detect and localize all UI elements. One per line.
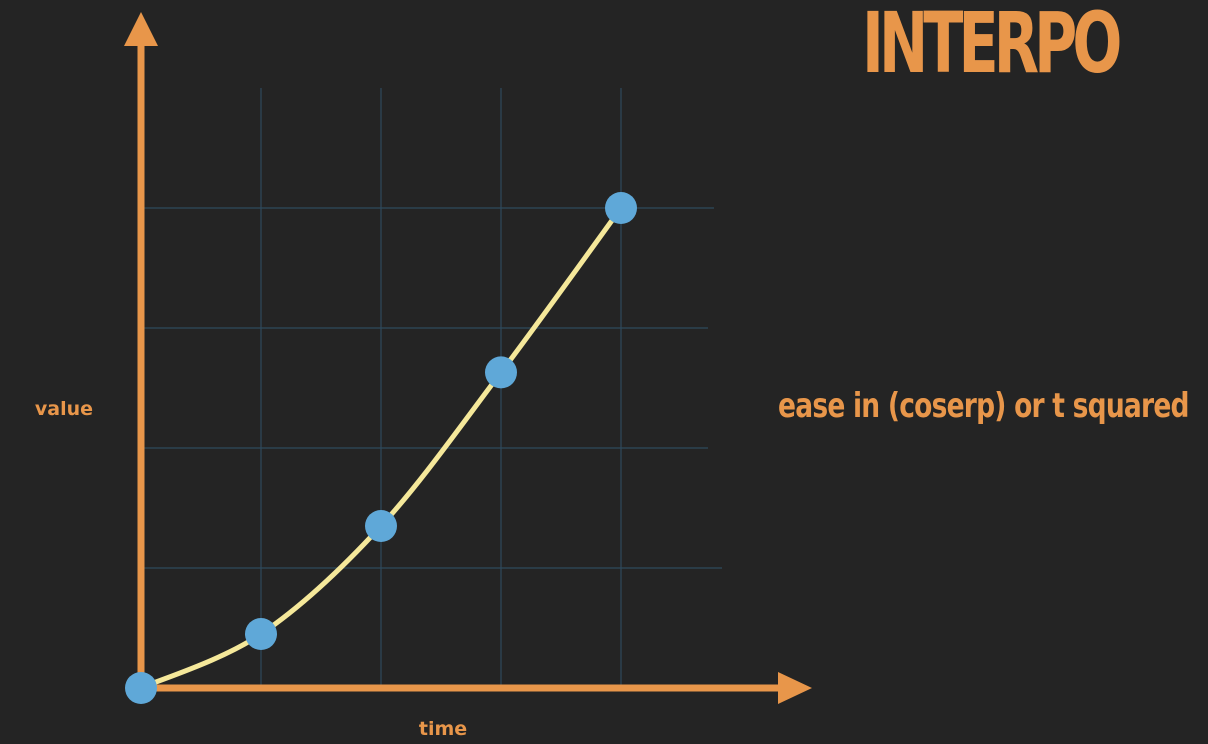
data-points: [125, 192, 637, 704]
slide-title: INTERPO: [862, 0, 1122, 92]
data-point: [365, 510, 397, 542]
data-point: [485, 356, 517, 389]
x-axis-label: time: [419, 718, 467, 740]
data-point: [245, 618, 277, 650]
y-axis-arrowhead: [124, 12, 158, 46]
slide-subtitle: ease in (coserp) or t squared: [778, 386, 1190, 426]
grid: [141, 88, 722, 688]
x-axis-arrowhead: [778, 672, 812, 704]
data-point: [125, 672, 157, 704]
axes: [124, 12, 812, 704]
data-point: [605, 192, 637, 224]
y-axis-label: value: [35, 398, 93, 420]
